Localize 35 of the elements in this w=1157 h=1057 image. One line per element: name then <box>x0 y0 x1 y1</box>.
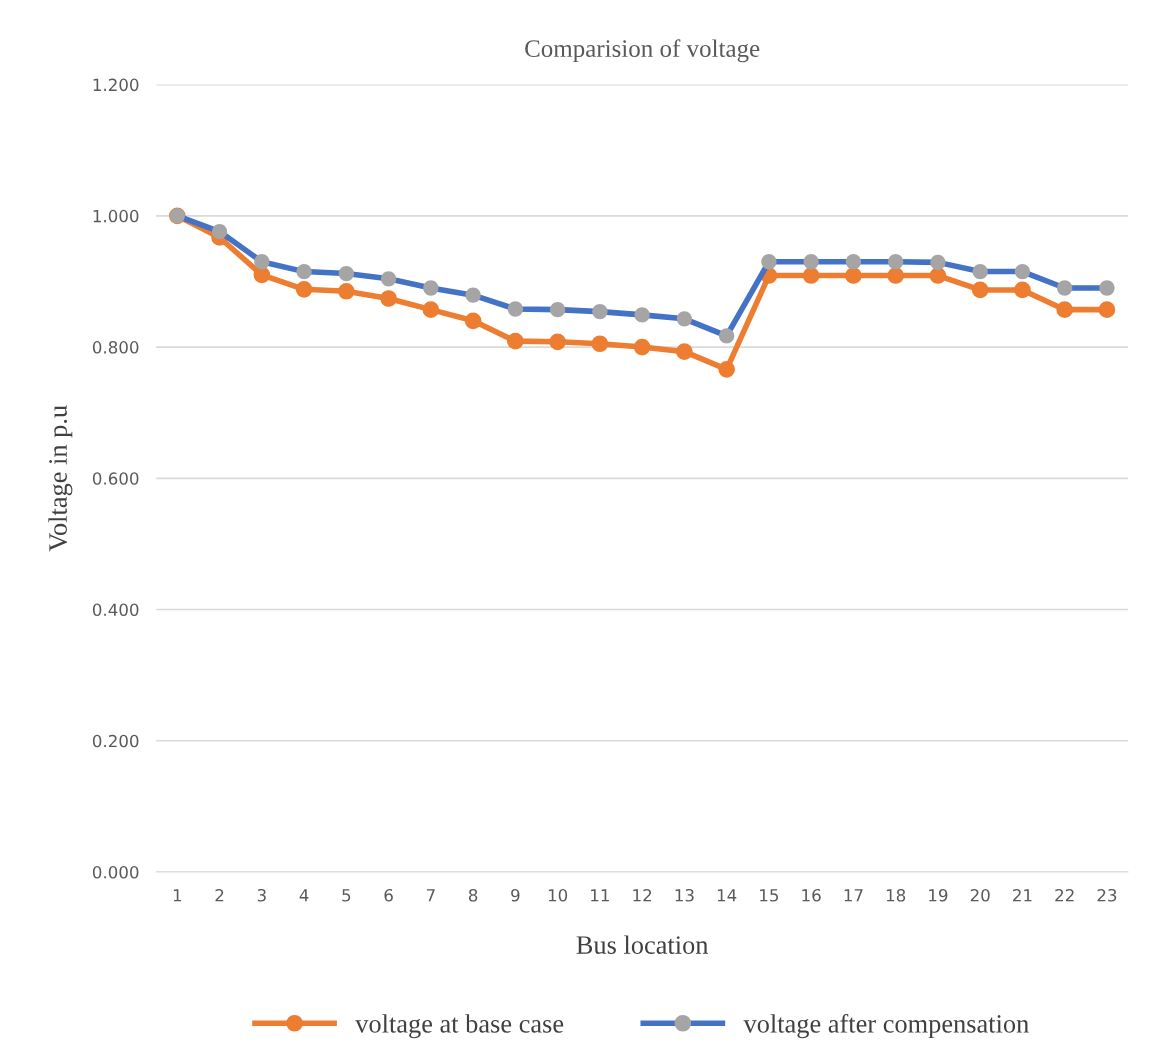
x-tick-label: 18 <box>886 888 906 902</box>
y-tick-label: 0.000 <box>92 865 139 879</box>
chart-title: Comparision of voltage <box>525 39 760 63</box>
x-tick-label: 8 <box>468 888 478 902</box>
x-tick-label: 11 <box>591 889 609 902</box>
y-tick-label: 0.400 <box>92 603 139 617</box>
x-tick-label: 20 <box>970 888 990 902</box>
y-tick-label: 0.600 <box>92 472 139 485</box>
x-tick-label: 23 <box>1097 888 1117 902</box>
x-axis-title: Bus location <box>576 935 709 954</box>
x-tick-label: 6 <box>384 888 393 902</box>
x-tick-label: 13 <box>675 888 694 902</box>
y-tick-label: 0.800 <box>92 341 139 354</box>
y-tick-label: 1.200 <box>93 78 139 92</box>
legend-label: voltage after compensation <box>743 1013 1029 1039</box>
x-tick-label: 14 <box>717 889 737 902</box>
legend-label: voltage at base case <box>355 1014 564 1039</box>
x-tick-label: 22 <box>1055 888 1074 902</box>
y-tick-label: 0.200 <box>92 734 139 748</box>
x-tick-label: 4 <box>299 889 309 902</box>
x-tick-label: 19 <box>929 888 948 902</box>
x-tick-label: 7 <box>426 889 435 902</box>
x-tick-label: 2 <box>215 888 224 902</box>
x-tick-label: 17 <box>844 889 863 902</box>
x-tick-label: 12 <box>633 888 652 902</box>
x-tick-label: 21 <box>1013 888 1032 902</box>
x-tick-label: 15 <box>760 889 779 902</box>
x-tick-label: 1 <box>173 889 182 902</box>
x-tick-label: 9 <box>511 888 520 902</box>
y-tick-label: 1.000 <box>93 209 139 223</box>
x-tick-label: 5 <box>342 889 351 902</box>
y-axis-title: Voltage in p.u <box>48 405 73 552</box>
x-tick-label: 16 <box>802 888 821 902</box>
x-tick-label: 10 <box>548 888 568 902</box>
x-tick-label: 3 <box>257 888 266 902</box>
